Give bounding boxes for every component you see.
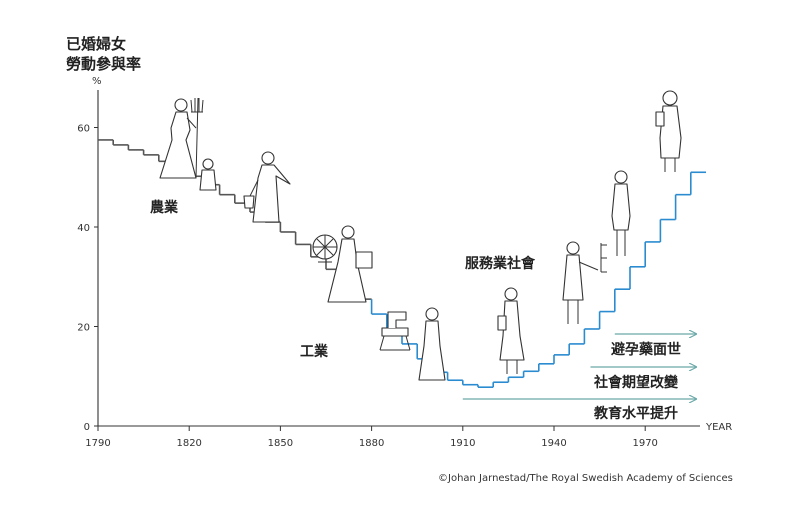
x-tick-label-1910: 1910 (450, 438, 475, 449)
sewing-machine-illustration (379, 311, 411, 351)
woman-at-spinning-wheel-illustration (312, 225, 373, 303)
woman-in-suit-illustration (611, 170, 631, 256)
x-tick-label-1970: 1970 (632, 438, 657, 449)
factor-label-education: 教育水平提升 (594, 405, 678, 422)
credit-line: ©Johan Jarnestad/The Royal Swedish Acade… (438, 473, 733, 484)
era-label-agriculture: 農業 (150, 199, 179, 216)
woman-presenting-illustration (562, 241, 607, 324)
x-unit-label: YEAR (705, 422, 732, 433)
era-label-industry: 工業 (300, 343, 329, 360)
woman-with-bucket-illustration (243, 151, 291, 223)
woman-with-briefcase-illustration (655, 90, 682, 172)
factor-label-social-expectations: 社會期望改變 (593, 374, 679, 391)
y-axis-ticks: 0 20 40 60 (77, 124, 98, 433)
x-tick-label-1850: 1850 (268, 438, 293, 449)
era-label-services: 服務業社會 (465, 255, 536, 272)
x-tick-label-1940: 1940 (541, 438, 566, 449)
factory-worker-woman-illustration (418, 307, 446, 381)
y-tick-label-0: 0 (84, 422, 90, 433)
chart-title-line-1: 已婚婦女 (66, 35, 126, 53)
child-figure-illustration (199, 158, 217, 191)
factor-label-contraceptive-pill: 避孕藥面世 (611, 341, 681, 358)
x-tick-label-1790: 1790 (85, 438, 110, 449)
y-tick-label-60: 60 (77, 124, 90, 135)
chart-title-line-2: 勞動參與率 (66, 55, 141, 73)
x-axis-ticks: 1790 1820 1850 1880 1910 1940 1970 (85, 426, 658, 449)
woman-with-pitchfork-illustration (159, 97, 204, 179)
x-tick-label-1820: 1820 (176, 438, 201, 449)
x-tick-label-1880: 1880 (359, 438, 384, 449)
factor-arrows (462, 334, 696, 399)
y-tick-label-20: 20 (77, 323, 90, 334)
y-unit-label: % (92, 76, 102, 87)
woman-with-folder-illustration (497, 287, 525, 374)
y-tick-label-40: 40 (77, 223, 90, 234)
